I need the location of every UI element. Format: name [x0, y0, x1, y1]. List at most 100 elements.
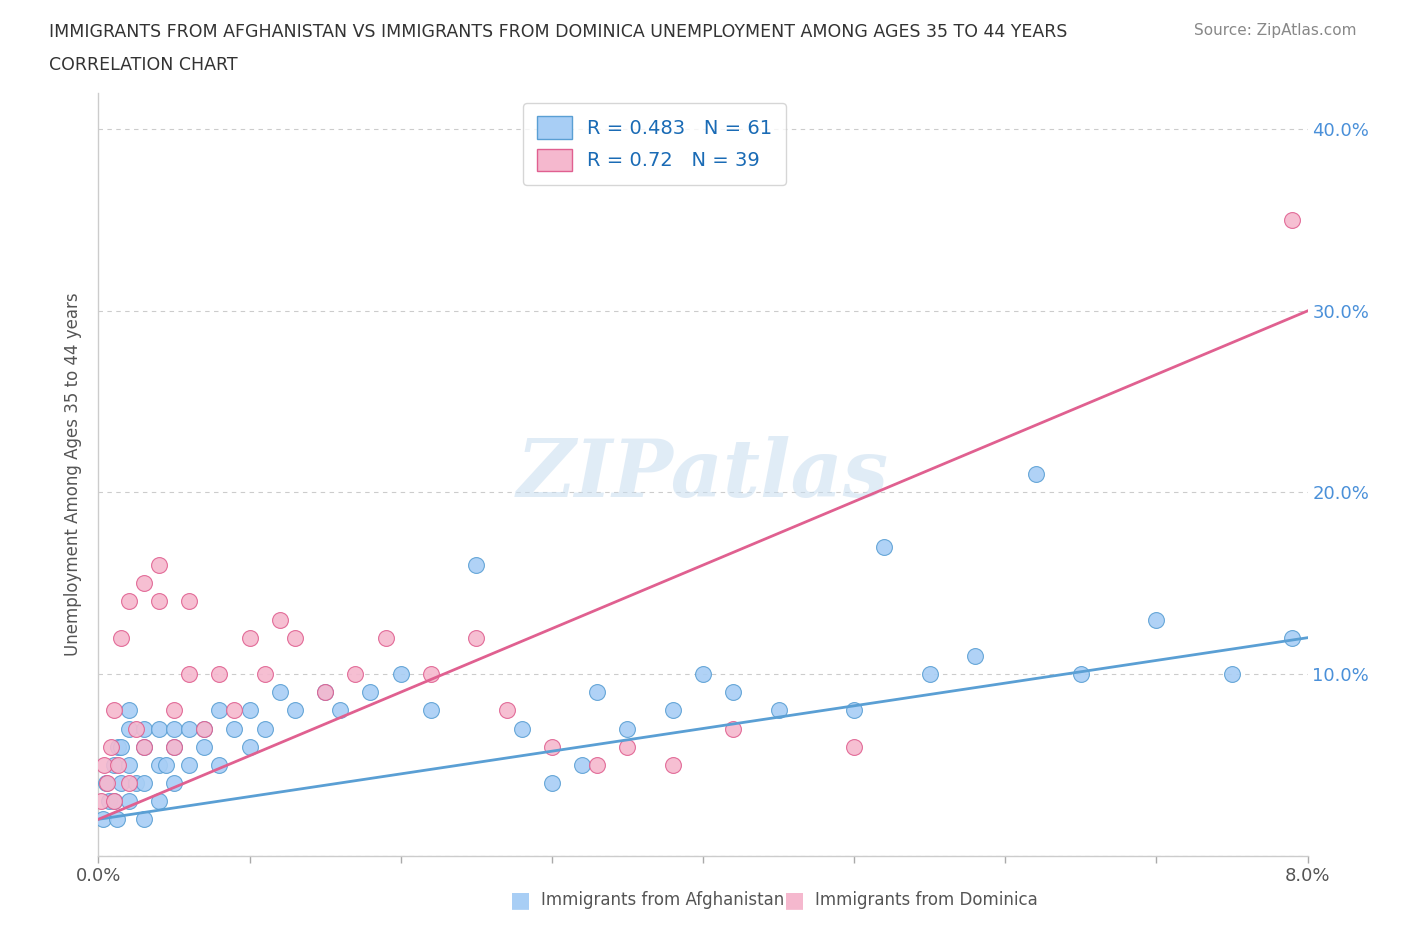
- Point: [98, 793, 121, 808]
- Point: [132, 739, 155, 754]
- Point: [163, 703, 186, 718]
- Point: [844, 739, 866, 754]
- Point: [148, 558, 170, 573]
- Point: [495, 703, 517, 718]
- Point: [118, 594, 141, 609]
- Point: [1281, 213, 1303, 228]
- Point: [389, 667, 412, 682]
- Text: Immigrants from Afghanistan: Immigrants from Afghanistan: [541, 891, 785, 910]
- Text: ■: ■: [785, 890, 804, 910]
- Point: [118, 793, 141, 808]
- Point: [661, 703, 683, 718]
- Point: [873, 539, 896, 554]
- Point: [692, 667, 714, 682]
- Point: [284, 631, 307, 645]
- Point: [420, 703, 443, 718]
- Point: [1220, 667, 1243, 682]
- Point: [125, 721, 148, 736]
- Point: [965, 648, 987, 663]
- Point: [118, 757, 141, 772]
- Legend: R = 0.483   N = 61, R = 0.72   N = 39: R = 0.483 N = 61, R = 0.72 N = 39: [523, 102, 786, 184]
- Point: [465, 631, 488, 645]
- Point: [105, 812, 128, 827]
- Point: [768, 703, 790, 718]
- Point: [94, 776, 117, 790]
- Point: [208, 667, 231, 682]
- Point: [179, 757, 201, 772]
- Point: [540, 739, 562, 754]
- Point: [132, 739, 155, 754]
- Point: [193, 721, 215, 736]
- Point: [91, 812, 114, 827]
- Point: [118, 776, 141, 790]
- Point: [132, 721, 155, 736]
- Point: [132, 776, 155, 790]
- Point: [103, 703, 125, 718]
- Point: [193, 721, 215, 736]
- Point: [661, 757, 683, 772]
- Point: [208, 757, 231, 772]
- Point: [163, 721, 186, 736]
- Point: [132, 576, 155, 591]
- Point: [93, 757, 115, 772]
- Text: ■: ■: [510, 890, 530, 910]
- Point: [118, 703, 141, 718]
- Point: [163, 739, 186, 754]
- Point: [148, 793, 170, 808]
- Point: [918, 667, 941, 682]
- Point: [107, 739, 129, 754]
- Point: [1070, 667, 1092, 682]
- Y-axis label: Unemployment Among Ages 35 to 44 years: Unemployment Among Ages 35 to 44 years: [65, 293, 83, 656]
- Point: [103, 793, 125, 808]
- Point: [269, 684, 291, 699]
- Text: Immigrants from Dominica: Immigrants from Dominica: [815, 891, 1038, 910]
- Point: [420, 667, 443, 682]
- Point: [148, 594, 170, 609]
- Point: [540, 776, 562, 790]
- Point: [360, 684, 382, 699]
- Point: [329, 703, 352, 718]
- Point: [110, 631, 132, 645]
- Point: [586, 757, 609, 772]
- Point: [193, 739, 215, 754]
- Point: [510, 721, 533, 736]
- Point: [148, 721, 170, 736]
- Point: [155, 757, 177, 772]
- Point: [239, 631, 262, 645]
- Point: [179, 667, 201, 682]
- Point: [239, 739, 262, 754]
- Point: [125, 776, 148, 790]
- Point: [110, 776, 132, 790]
- Point: [103, 757, 125, 772]
- Point: [224, 721, 246, 736]
- Point: [239, 703, 262, 718]
- Point: [208, 703, 231, 718]
- Point: [163, 776, 186, 790]
- Point: [844, 703, 866, 718]
- Point: [586, 684, 609, 699]
- Point: [179, 594, 201, 609]
- Point: [723, 684, 745, 699]
- Point: [1025, 467, 1047, 482]
- Point: [253, 721, 276, 736]
- Point: [616, 721, 638, 736]
- Point: [616, 739, 638, 754]
- Point: [224, 703, 246, 718]
- Point: [100, 739, 122, 754]
- Point: [90, 793, 112, 808]
- Point: [314, 684, 336, 699]
- Point: [1146, 612, 1168, 627]
- Text: Source: ZipAtlas.com: Source: ZipAtlas.com: [1194, 23, 1357, 38]
- Point: [132, 812, 155, 827]
- Point: [465, 558, 488, 573]
- Text: ZIPatlas: ZIPatlas: [517, 435, 889, 513]
- Point: [148, 757, 170, 772]
- Point: [571, 757, 593, 772]
- Point: [269, 612, 291, 627]
- Point: [110, 739, 132, 754]
- Point: [163, 739, 186, 754]
- Point: [253, 667, 276, 682]
- Point: [723, 721, 745, 736]
- Point: [284, 703, 307, 718]
- Point: [107, 757, 129, 772]
